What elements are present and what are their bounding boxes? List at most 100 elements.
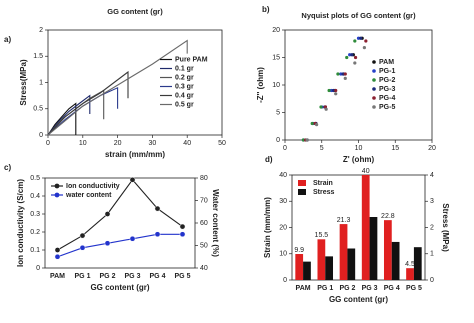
y-axis-label: -Z'' (ohm)	[256, 67, 265, 103]
point	[79, 232, 86, 239]
y-tick-label: 0	[39, 132, 43, 139]
x-tick-label: PG 1	[317, 285, 333, 292]
point	[345, 55, 349, 60]
legend-marker	[372, 78, 376, 82]
bar	[369, 217, 378, 280]
legend-label: Pure PAM	[175, 56, 208, 63]
point	[305, 138, 309, 142]
point	[331, 88, 336, 93]
y2-tick-label: 4	[430, 172, 434, 179]
y2-tick-label: 40	[200, 265, 208, 272]
point	[179, 231, 186, 238]
y-tick-label: 0	[283, 277, 287, 284]
chart-title: Nyquist plots of GG content (gr)	[301, 11, 416, 20]
series-line	[57, 178, 183, 251]
point	[359, 36, 363, 40]
bar	[413, 247, 422, 280]
y2-tick-label: 60	[200, 220, 208, 227]
point	[310, 121, 314, 126]
series-line	[47, 86, 119, 136]
y-tick-label: 0.3	[30, 211, 40, 218]
point	[154, 205, 161, 212]
point	[301, 138, 305, 142]
point	[324, 107, 328, 111]
bar	[303, 261, 311, 280]
legend-label: PG-1	[379, 68, 395, 75]
y-tick-label: 0.5	[33, 106, 43, 113]
x-axis-label: strain (mm/mm)	[105, 150, 165, 159]
x-axis-label: GG content (gr)	[329, 295, 388, 304]
point	[350, 53, 354, 57]
legend-marker	[372, 96, 376, 100]
bar	[295, 254, 304, 280]
panel-label: b)	[262, 5, 270, 14]
panel-label: d)	[265, 155, 273, 164]
y2-tick-label: 2	[430, 224, 434, 231]
y2-tick-label: 70	[200, 197, 208, 204]
x-tick-label: PAM	[296, 285, 311, 292]
x-tick-label: 5	[320, 145, 324, 152]
y-tick-label: 0.2	[30, 229, 40, 236]
y-tick-label: 0	[36, 265, 40, 272]
point	[364, 39, 368, 43]
x-tick-label: 20	[428, 145, 436, 152]
y-tick-label: 40	[279, 172, 287, 179]
x-tick-label: PG 1	[75, 273, 91, 280]
legend-marker	[372, 60, 376, 64]
x-tick-label: PG 2	[100, 273, 116, 280]
legend-label: 0.4 gr	[175, 92, 194, 99]
panel-label: a)	[4, 35, 11, 44]
point	[104, 211, 111, 217]
bar	[383, 220, 392, 280]
x-tick-label: PAM	[50, 273, 65, 280]
y2-axis-label: Water content (%)	[211, 189, 220, 257]
x-axis-label: Z' (ohm)	[343, 155, 375, 164]
x-tick-label: 0	[283, 145, 287, 152]
y-tick-label: 1.5	[33, 53, 43, 60]
y2-tick-label: 0	[430, 277, 434, 284]
y-tick-label: 0	[276, 137, 280, 144]
point	[179, 223, 186, 230]
legend-label: PG-5	[379, 104, 395, 111]
legend-label: PAM	[379, 59, 394, 66]
x-tick-label: PG 5	[175, 273, 191, 280]
point	[343, 72, 347, 76]
plot-frame	[284, 29, 433, 141]
y-tick-label: 1	[39, 79, 43, 86]
x-tick-label: PG 2	[339, 285, 355, 292]
y-tick-label: 2	[39, 27, 43, 34]
point	[129, 176, 136, 183]
bar	[317, 239, 326, 280]
x-tick-label: PG 3	[125, 273, 141, 280]
legend-label: PG-4	[379, 95, 395, 102]
y-axis-label: Stress(MPa)	[19, 59, 28, 106]
x-tick-label: PG 4	[384, 285, 400, 292]
x-tick-label: 15	[391, 145, 399, 152]
x-tick-label: 20	[114, 140, 122, 147]
y2-axis-label: Stress (MPa)	[441, 203, 450, 252]
legend-label: PG-2	[379, 77, 395, 84]
x-tick-label: 0	[46, 140, 50, 147]
point	[54, 253, 61, 260]
legend-marker	[372, 87, 376, 91]
y-tick-label: 20	[279, 224, 287, 231]
y-tick-label: 10	[272, 82, 280, 89]
y2-tick-label: 1	[430, 251, 434, 258]
point	[353, 61, 357, 65]
y-tick-label: 15	[272, 54, 280, 61]
x-tick-label: 10	[79, 140, 87, 147]
legend-marker	[54, 183, 60, 189]
point	[104, 240, 111, 247]
y-tick-label: 0.4	[30, 193, 40, 200]
y-tick-label: 20	[272, 27, 280, 34]
y-tick-label: 10	[279, 251, 287, 258]
y-tick-label: 5	[276, 109, 280, 116]
point	[327, 88, 331, 93]
y-axis-label: Strain (mm/mm)	[263, 197, 272, 258]
panel-label: c)	[4, 163, 11, 172]
legend-swatch	[298, 180, 306, 186]
legend-label: 0.2 gr	[175, 74, 194, 81]
x-tick-label: 40	[183, 140, 191, 147]
point	[356, 36, 361, 40]
